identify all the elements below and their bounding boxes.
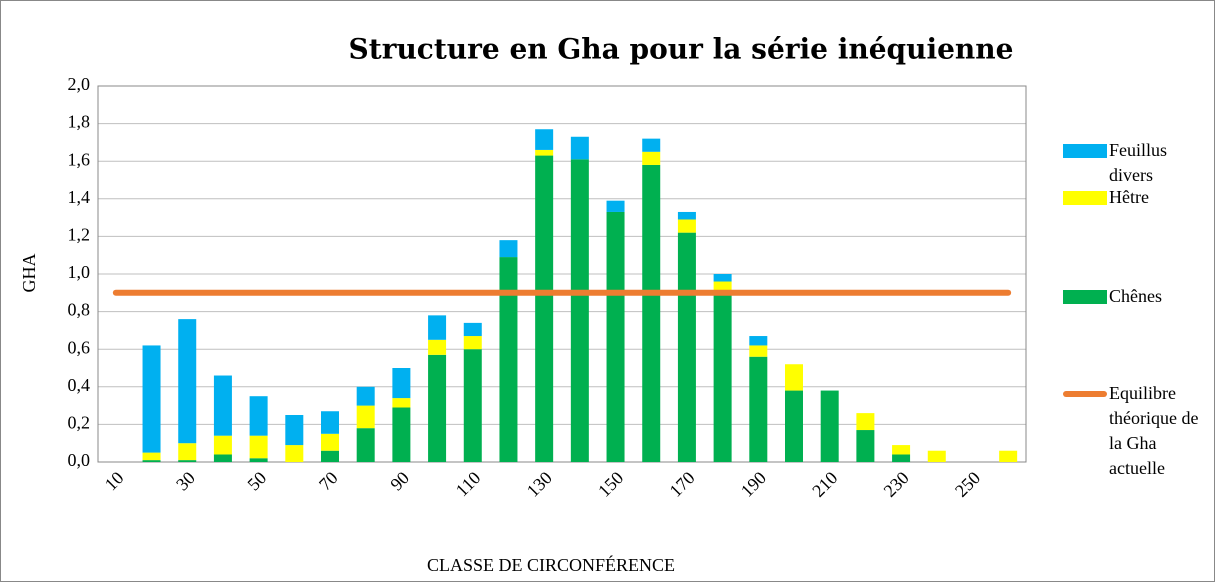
bar-segment xyxy=(321,433,339,451)
bar-segment xyxy=(570,136,589,160)
y-tick-label: 1,0 xyxy=(68,262,91,282)
bar-segment xyxy=(463,336,482,350)
y-tick-label: 0,2 xyxy=(68,413,91,433)
legend-label: Hêtre xyxy=(1109,187,1149,207)
x-tick-label: 50 xyxy=(243,468,270,495)
bar-segment xyxy=(356,428,375,462)
bar-segment xyxy=(356,405,375,429)
bar-segment xyxy=(142,460,161,462)
y-tick-label: 1,2 xyxy=(68,225,91,245)
bar-segment xyxy=(677,211,696,220)
x-tick-label: 70 xyxy=(315,468,342,495)
legend-swatch xyxy=(1063,191,1107,205)
x-tick-label: 230 xyxy=(880,468,913,501)
legend-swatch xyxy=(1063,144,1107,158)
bar-segment xyxy=(285,445,304,462)
bar-segment xyxy=(392,368,411,399)
x-tick-label: 170 xyxy=(665,468,698,501)
bar-segment xyxy=(713,290,732,462)
bar-segment xyxy=(677,219,696,233)
bar-segment xyxy=(820,390,839,462)
bar-segment xyxy=(713,281,732,291)
bar-segment xyxy=(570,159,589,462)
bar-segment xyxy=(249,396,268,436)
bar-segment xyxy=(892,454,911,462)
x-tick-label: 250 xyxy=(951,468,984,501)
x-tick-label: 190 xyxy=(737,468,770,501)
y-tick-label: 1,8 xyxy=(68,112,91,132)
plot-frame xyxy=(97,85,1027,463)
bar-segment xyxy=(713,274,732,282)
bar-segment xyxy=(499,240,518,258)
bar-segment xyxy=(142,345,161,453)
bar-segment xyxy=(249,435,268,459)
bar-segment xyxy=(392,407,411,462)
x-tick-label: 150 xyxy=(594,468,627,501)
legend-swatch xyxy=(1063,290,1107,304)
bar-segment xyxy=(856,430,875,462)
y-axis-label: GHA xyxy=(19,254,39,293)
bar-segment xyxy=(856,413,875,431)
legend-label: Chênes xyxy=(1109,286,1162,306)
bar-segment xyxy=(642,164,661,462)
bar-segment xyxy=(178,460,197,462)
bar-segment xyxy=(463,349,482,462)
bar-segment xyxy=(428,354,447,462)
bar-segment xyxy=(178,443,197,461)
bar-segment xyxy=(749,345,768,357)
bar-segment xyxy=(749,336,768,346)
bar-segment xyxy=(285,415,304,446)
bar-segment xyxy=(785,364,803,391)
bar-segment xyxy=(785,390,803,462)
bar-segment xyxy=(463,322,482,337)
x-tick-label: 30 xyxy=(172,468,199,495)
bar-segment xyxy=(535,129,554,150)
x-axis-label: CLASSE DE CIRCONFÉRENCE xyxy=(427,554,675,575)
y-tick-label: 2,0 xyxy=(68,74,91,94)
legend-swatch xyxy=(1063,391,1107,397)
bar-segment xyxy=(213,375,232,436)
x-tick-label: 210 xyxy=(808,468,841,501)
bar-segment xyxy=(606,211,625,462)
y-tick-label: 0,8 xyxy=(68,300,91,320)
bar-segment xyxy=(642,151,661,165)
bar-segment xyxy=(642,138,661,152)
bar-segment xyxy=(535,155,554,462)
bar-segment xyxy=(499,257,518,462)
legend-label: Equilibre théorique de la Gha actuelle xyxy=(1109,383,1199,478)
bar-segment xyxy=(392,398,411,408)
y-tick-label: 0,0 xyxy=(68,450,91,470)
y-tick-label: 1,4 xyxy=(68,187,91,207)
bar-segment xyxy=(927,450,946,462)
chart-title: Structure en Gha pour la série inéquienn… xyxy=(349,33,1014,66)
y-tick-label: 0,6 xyxy=(68,337,91,357)
bar-segment xyxy=(321,411,339,434)
bar-segment xyxy=(213,435,232,455)
bar-segment xyxy=(999,450,1018,462)
y-tick-label: 0,4 xyxy=(68,375,91,395)
legend-label: Feuillus divers xyxy=(1109,140,1168,185)
bar-segment xyxy=(249,458,268,462)
bar-segment xyxy=(892,445,911,455)
x-tick-label: 90 xyxy=(386,468,413,495)
bar-segment xyxy=(142,452,161,461)
y-tick-label: 1,6 xyxy=(68,149,91,169)
bar-segment xyxy=(677,232,696,462)
bar-segment xyxy=(428,315,447,340)
bar-segment xyxy=(535,149,554,156)
x-tick-label: 130 xyxy=(523,468,556,501)
bar-segment xyxy=(356,386,375,406)
bar-segment xyxy=(321,450,339,462)
x-tick-label: 10 xyxy=(101,468,128,495)
bar-segment xyxy=(428,339,447,355)
bar-segment xyxy=(606,200,625,212)
bar-segment xyxy=(213,454,232,462)
x-tick-label: 110 xyxy=(452,468,485,501)
bar-segment xyxy=(178,319,197,444)
bar-segment xyxy=(749,356,768,462)
